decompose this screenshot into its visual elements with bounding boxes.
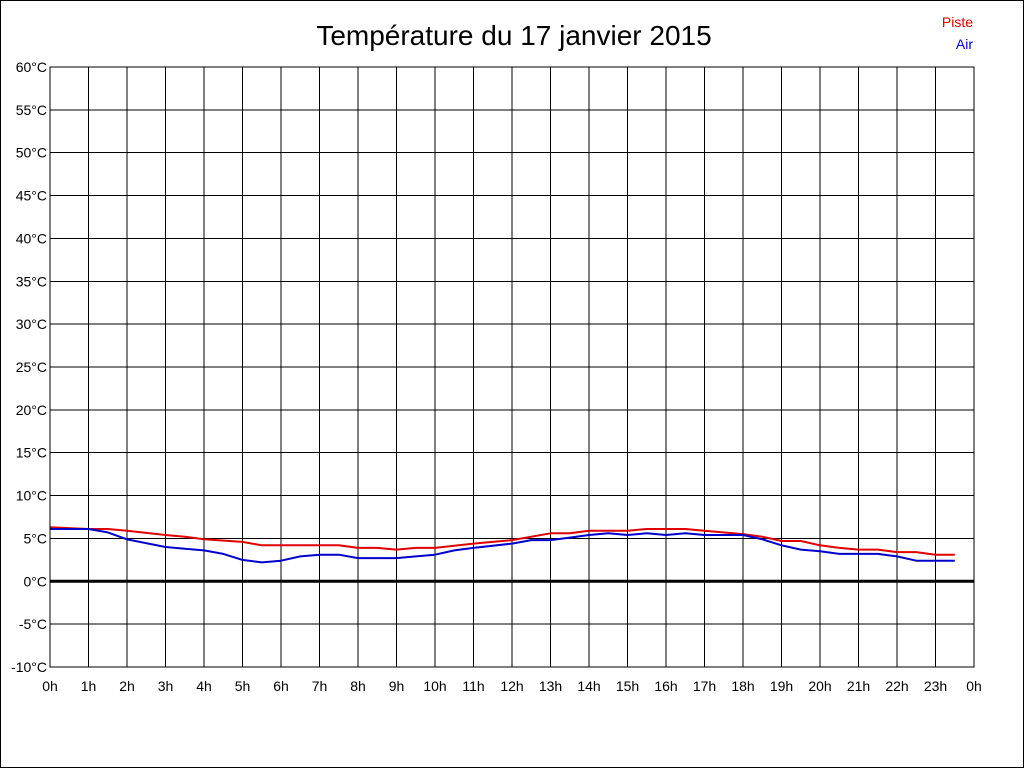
x-tick-label: 18h	[731, 678, 754, 694]
x-tick-label: 14h	[577, 678, 600, 694]
x-tick-label: 19h	[770, 678, 793, 694]
y-tick-label: 25°C	[16, 359, 47, 375]
y-tick-label: 30°C	[16, 316, 47, 332]
x-tick-label: 17h	[693, 678, 716, 694]
x-tick-label: 12h	[500, 678, 523, 694]
y-tick-label: 0°C	[24, 573, 48, 589]
x-tick-label: 11h	[462, 678, 484, 694]
y-tick-label: 45°C	[16, 188, 47, 204]
plot-border	[49, 66, 975, 668]
x-tick-label: 9h	[389, 678, 405, 694]
chart-title: Température du 17 janvier 2015	[316, 20, 712, 51]
x-tick-label: 20h	[808, 678, 831, 694]
y-tick-label: 40°C	[16, 230, 47, 246]
x-tick-label: 7h	[312, 678, 328, 694]
x-tick-label: 10h	[423, 678, 446, 694]
series-lines	[49, 526, 955, 564]
x-tick-label: 3h	[158, 678, 174, 694]
x-tick-label: 8h	[350, 678, 366, 694]
x-tick-label: 1h	[81, 678, 97, 694]
x-axis-tick-labels: 0h 1h 2h 3h 4h 5h 6h 7h 8h 9h 10h 11h 12h 13h 14h 15h 16…	[42, 678, 982, 694]
plot-border-rect	[49, 66, 975, 668]
x-tick-label: 13h	[539, 678, 562, 694]
y-tick-label: -10°C	[11, 659, 47, 675]
y-tick-label: 35°C	[16, 273, 47, 289]
x-tick-label: 4h	[196, 678, 212, 694]
series-line-piste	[49, 526, 955, 556]
x-tick-label: 2h	[119, 678, 135, 694]
y-tick-label: 60°C	[16, 59, 47, 75]
x-tick-label: 5h	[235, 678, 251, 694]
y-tick-label: 50°C	[16, 145, 47, 161]
y-tick-label: 15°C	[16, 445, 47, 461]
series-line-air	[50, 528, 955, 564]
x-tick-label: 0h	[966, 678, 982, 694]
y-tick-label: 20°C	[16, 402, 47, 418]
x-tick-label: 16h	[654, 678, 677, 694]
y-tick-label: 5°C	[24, 530, 48, 546]
y-axis-tick-labels: 60°C 55°C 50°C 45°C 40°C 35°C 30°C 25°C 20°C 15°C…	[11, 59, 47, 675]
y-tick-label: 10°C	[16, 488, 47, 504]
y-tick-label: 55°C	[16, 102, 47, 118]
x-tick-label: 15h	[616, 678, 639, 694]
legend-entry-air: Air	[955, 36, 973, 52]
x-tick-label: 23h	[924, 678, 947, 694]
x-tick-label: 0h	[42, 678, 58, 694]
legend-entry-piste: Piste	[941, 14, 973, 30]
x-tick-label: 21h	[847, 678, 870, 694]
x-tick-label: 22h	[885, 678, 908, 694]
x-tick-label: 6h	[273, 678, 289, 694]
grid	[49, 66, 975, 668]
y-tick-label: -5°C	[19, 616, 47, 632]
